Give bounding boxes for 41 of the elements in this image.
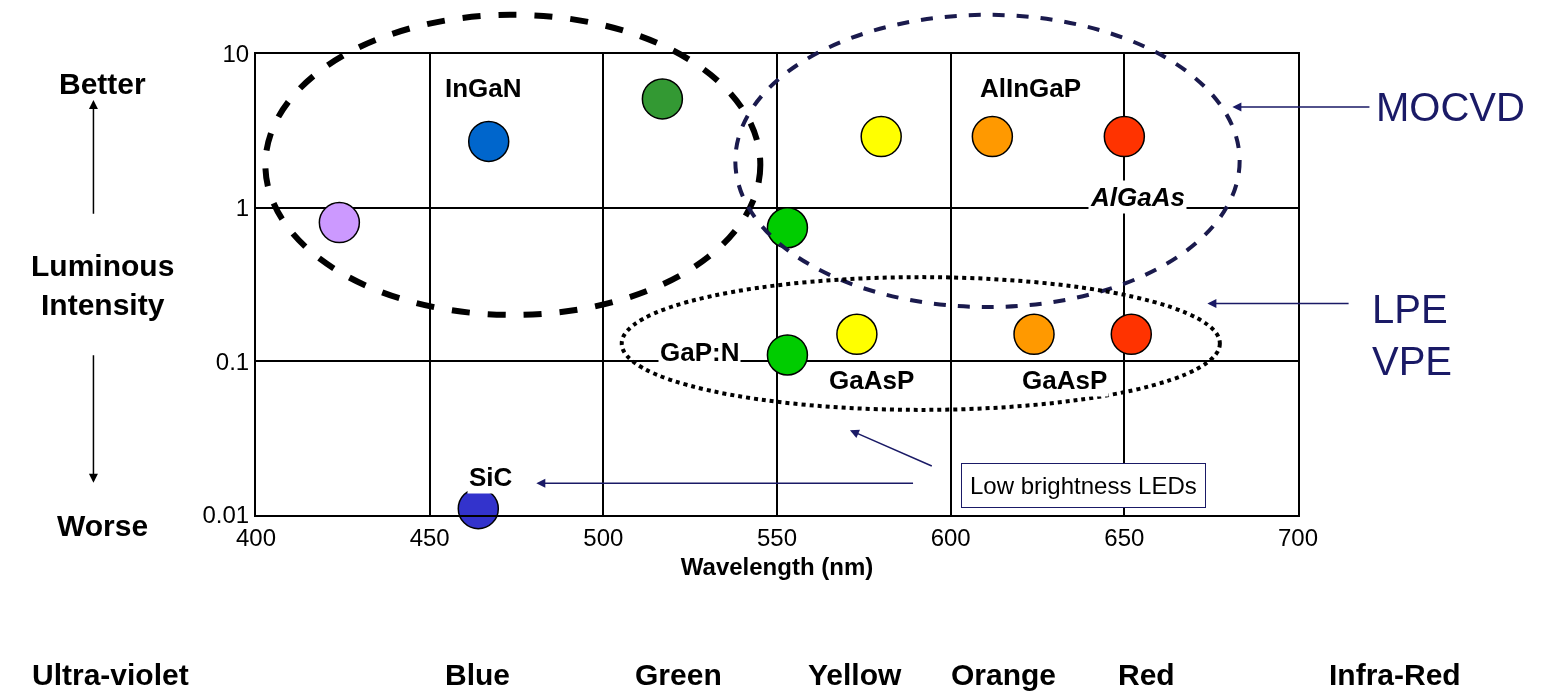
y-tick-label: 1: [235, 194, 250, 222]
y-tick-label: 0.1: [215, 347, 250, 375]
x-tick-label: 500: [583, 523, 624, 551]
point: [467, 120, 510, 163]
point: [1013, 313, 1055, 355]
x-tick-label: 700: [1277, 523, 1319, 551]
annotation: Low brightness LEDs: [970, 472, 1197, 499]
x-axis-title: Wavelength (nm): [680, 552, 874, 580]
text: Orange: [951, 658, 1057, 691]
point: [318, 201, 361, 244]
point: [766, 207, 809, 249]
point: [766, 334, 809, 376]
point: [1103, 115, 1146, 158]
text: Blue: [445, 658, 511, 691]
y-tick-label: 10: [222, 40, 250, 68]
point: [641, 78, 684, 120]
text: Red: [1118, 658, 1175, 691]
text: Yellow: [808, 658, 903, 691]
text: Green: [635, 658, 722, 691]
point: [1110, 313, 1153, 355]
annotation: GaAsP: [1022, 365, 1108, 395]
y-axis-title: Luminous Intensity: [31, 249, 175, 321]
annotation: GaAsP: [829, 365, 915, 395]
text: LPE VPE: [1372, 287, 1453, 383]
x-tick-label: 450: [409, 523, 450, 551]
text: MOCVD: [1376, 85, 1525, 129]
text: Infra-Red: [1329, 658, 1461, 691]
text: Ultra-violet: [32, 658, 189, 691]
annotation: GaP:N: [660, 337, 740, 367]
x-tick-label: 650: [1104, 523, 1145, 551]
x-tick-label: 550: [756, 523, 798, 551]
point: [836, 313, 878, 355]
text: Better: [59, 67, 147, 100]
annotation: InGaN: [445, 73, 522, 103]
text: Worse: [57, 509, 149, 542]
annotation: AlInGaP: [980, 73, 1082, 103]
point: [971, 115, 1014, 158]
point: [860, 115, 902, 158]
annotation: AlGaAs: [1090, 182, 1185, 212]
annotation: SiC: [469, 462, 513, 492]
x-tick-label: 600: [930, 523, 971, 551]
